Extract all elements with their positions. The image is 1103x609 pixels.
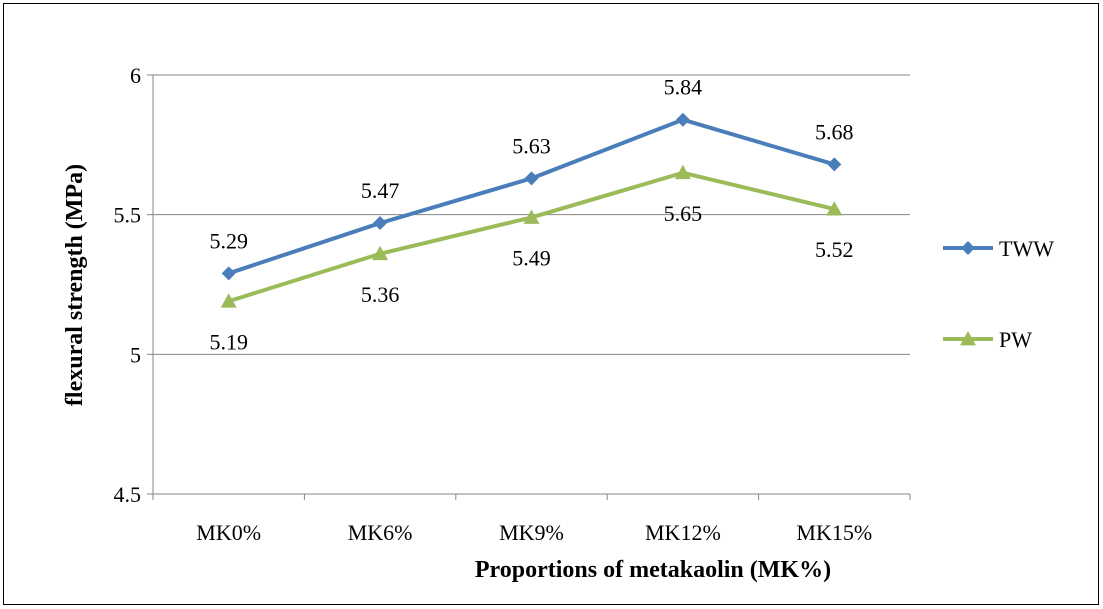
data-point-tww bbox=[221, 266, 236, 281]
data-label-tww: 5.63 bbox=[512, 133, 551, 158]
series-line-pw bbox=[228, 170, 835, 304]
data-point-tww bbox=[524, 171, 539, 186]
legend: TWW PW bbox=[943, 236, 1054, 352]
data-label-tww: 5.84 bbox=[664, 75, 703, 100]
x-tick-label: MK0% bbox=[196, 520, 261, 545]
x-tick-label: MK6% bbox=[348, 520, 413, 545]
chart-frame bbox=[3, 3, 1099, 605]
data-point-pw bbox=[372, 245, 389, 261]
y-axis-title: flexural strength (MPa) bbox=[62, 164, 88, 406]
data-labels: 5.29 5.47 5.63 5.84 5.68 5.19 5.36 5.49 5.65 5.52 bbox=[209, 75, 853, 355]
x-axis-title: Proportions of metakaolin (MK%) bbox=[475, 557, 831, 583]
tick-labels: 4.5 5 5.5 6 MK0% MK6% MK9% MK12% MK15% bbox=[114, 63, 873, 545]
x-tick-label: MK9% bbox=[499, 520, 564, 545]
data-label-pw: 5.65 bbox=[664, 201, 703, 226]
legend-label-tww: TWW bbox=[999, 236, 1054, 261]
y-tick-label: 5 bbox=[130, 342, 141, 367]
data-label-tww: 5.47 bbox=[361, 178, 400, 203]
data-point-pw bbox=[826, 201, 843, 216]
y-tick-label: 5.5 bbox=[114, 203, 142, 228]
legend-label-pw: PW bbox=[999, 327, 1032, 352]
data-point-pw bbox=[523, 209, 540, 224]
x-tick-label: MK15% bbox=[796, 520, 872, 545]
legend-marker-tww bbox=[961, 241, 975, 255]
data-point-tww bbox=[827, 157, 842, 172]
axes bbox=[147, 74, 911, 500]
y-tick-label: 6 bbox=[130, 63, 141, 88]
data-label-tww: 5.68 bbox=[815, 119, 854, 144]
series-layer bbox=[220, 112, 843, 308]
legend-marker-pw bbox=[960, 331, 976, 346]
data-label-pw: 5.36 bbox=[361, 282, 400, 307]
x-tick-label: MK12% bbox=[645, 520, 721, 545]
data-point-tww bbox=[675, 112, 690, 127]
data-point-tww bbox=[373, 216, 388, 231]
data-label-tww: 5.29 bbox=[209, 228, 248, 253]
data-label-pw: 5.52 bbox=[815, 237, 854, 262]
data-label-pw: 5.49 bbox=[512, 245, 551, 270]
y-tick-label: 4.5 bbox=[114, 482, 142, 507]
data-label-pw: 5.19 bbox=[209, 329, 248, 354]
data-point-pw bbox=[674, 164, 691, 180]
data-point-pw bbox=[220, 293, 237, 308]
